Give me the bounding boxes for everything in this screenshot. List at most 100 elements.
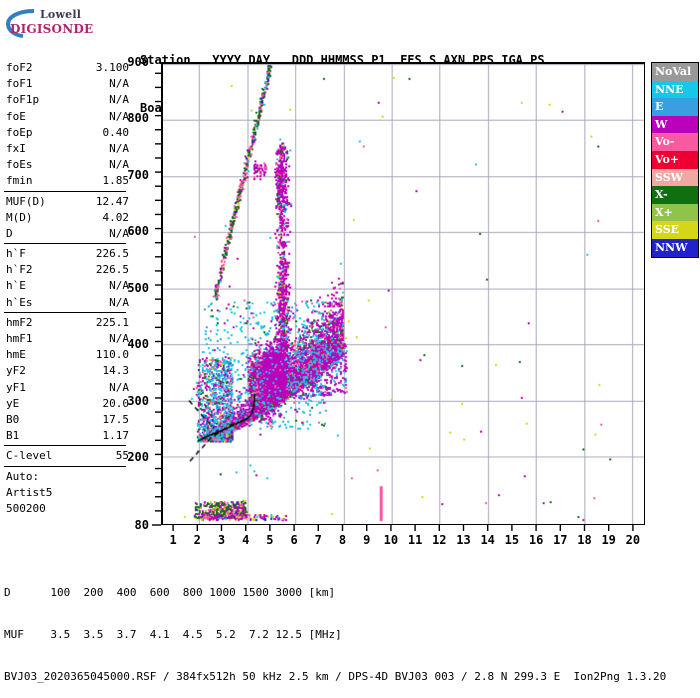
- param-value: N/A: [109, 141, 129, 155]
- param-key: foEp: [6, 125, 33, 139]
- param-row-hme: hmE 110.0: [4, 347, 132, 363]
- param-row-he: h`E N/A: [4, 278, 132, 294]
- legend-item-label: X+: [655, 205, 673, 219]
- legend-item-w[interactable]: W: [652, 115, 698, 134]
- legend-item-ssw[interactable]: SSW: [652, 168, 698, 187]
- footer-file-row: BVJ03_2020365045000.RSF / 384fx512h 50 k…: [4, 670, 667, 683]
- param-value: N/A: [109, 109, 129, 123]
- legend-item-x[interactable]: X-: [652, 186, 698, 204]
- param-key: foF2: [6, 61, 33, 74]
- legend-item-vo[interactable]: Vo-: [652, 133, 698, 151]
- param-key: B1: [6, 429, 20, 443]
- param-value: N/A: [109, 279, 129, 293]
- x-axis-label: 7: [314, 533, 322, 547]
- legend-item-sse[interactable]: SSE: [652, 221, 698, 239]
- lowell-digisonde-logo: Lowell DIGISONDE: [4, 6, 104, 40]
- param-row-d: D N/A: [4, 226, 132, 242]
- param-row-b0: B0 17.5: [4, 412, 132, 428]
- param-key: yF1: [6, 380, 26, 394]
- param-key: h`E: [6, 279, 26, 293]
- param-key: yF2: [6, 364, 26, 378]
- x-axis-label: 11: [407, 533, 423, 547]
- param-key: h`Es: [6, 295, 33, 309]
- param-value: 12.47: [95, 194, 129, 208]
- param-value: 1.85: [102, 174, 130, 188]
- footer-distance-row: D 100 200 400 600 800 1000 1500 3000 [km…: [4, 586, 336, 599]
- x-axis-label: 14: [480, 533, 495, 547]
- logo-arc-icon: [4, 8, 38, 41]
- param-row-yf1: yF1 N/A: [4, 380, 132, 396]
- x-axis-label: 2: [193, 533, 201, 547]
- param-key: M(D): [6, 210, 33, 224]
- param-value: 226.5: [95, 263, 129, 277]
- param-row-hmf1: hmF1 N/A: [4, 331, 132, 347]
- param-row-hes: h`Es N/A: [4, 295, 132, 311]
- polarization-direction-legend: NoVal NNE E W Vo- Vo+ SSW X- X+ SSE NNW: [651, 62, 699, 258]
- param-value: 14.3: [102, 364, 130, 378]
- param-row-b1: B1 1.17: [4, 428, 132, 444]
- param-row-hf: h`F 226.5: [4, 246, 132, 262]
- param-row-foep: foEp 0.40: [4, 125, 132, 141]
- param-key: fxI: [6, 141, 26, 155]
- y-axis-label: 80: [134, 518, 149, 532]
- param-value: 0.40: [102, 125, 130, 139]
- ionogram-plot[interactable]: [161, 62, 645, 525]
- auto-label: Auto:: [6, 469, 40, 483]
- legend-item-label: W: [655, 117, 668, 131]
- x-axis-label: 10: [383, 533, 399, 547]
- param-group-divider: [4, 243, 126, 245]
- auto-code: 500200: [6, 501, 46, 515]
- footer-muf-row: MUF 3.5 3.5 3.7 4.1 4.5 5.2 7.2 12.5 [MH…: [4, 628, 342, 641]
- legend-item-e[interactable]: E: [652, 98, 698, 116]
- param-key: hmF1: [6, 332, 33, 345]
- x-axis-label: 13: [456, 533, 471, 547]
- footer-info: D 100 200 400 600 800 1000 1500 3000 [km…: [4, 558, 666, 698]
- logo-text-digisonde: DIGISONDE: [10, 22, 94, 36]
- param-row-foe: foE N/A: [4, 109, 132, 125]
- x-axis-label: 16: [528, 533, 544, 547]
- param-value: N/A: [109, 332, 129, 345]
- param-row-fxi: fxI N/A: [4, 141, 132, 157]
- legend-item-label: SSE: [655, 223, 680, 237]
- legend-item-nne[interactable]: NNE: [652, 80, 698, 99]
- x-axis-label: 12: [432, 533, 447, 547]
- param-key: C-level: [6, 449, 53, 463]
- param-key: foF1: [6, 77, 33, 91]
- param-key: hmF2: [6, 315, 33, 329]
- legend-item-label: X-: [655, 188, 668, 202]
- param-row-md: M(D) 4.02: [4, 210, 132, 226]
- legend-item-nnw[interactable]: NNW: [652, 238, 698, 257]
- param-value: 20.0: [102, 396, 130, 410]
- x-axis-label: 20: [625, 533, 641, 547]
- param-row-fof2: foF2 3.100: [4, 60, 132, 76]
- legend-item-label: Vo+: [655, 152, 680, 166]
- param-value: 225.1: [95, 315, 129, 329]
- legend-item-noval[interactable]: NoVal: [652, 63, 698, 81]
- param-value: 3.100: [95, 61, 129, 74]
- param-value: N/A: [109, 380, 129, 394]
- param-row-fof1: foF1 N/A: [4, 76, 132, 92]
- param-row-mufd: MUF(D) 12.47: [4, 194, 132, 210]
- param-value: N/A: [109, 295, 129, 309]
- x-axis-label: 18: [577, 533, 592, 547]
- param-row-hf2: h`F2 226.5: [4, 262, 132, 278]
- param-key: yE: [6, 396, 20, 410]
- legend-item-vo[interactable]: Vo+: [652, 150, 698, 169]
- param-key: fmin: [6, 174, 33, 188]
- param-group-divider: [4, 311, 126, 313]
- x-axis-label: 3: [217, 533, 226, 547]
- legend-item-label: NoVal: [655, 65, 692, 78]
- legend-item-x[interactable]: X+: [652, 203, 698, 222]
- param-value: 226.5: [95, 247, 129, 261]
- param-row-fmin: fmin 1.85: [4, 173, 132, 189]
- x-axis-label: 4: [242, 533, 250, 547]
- param-row-ye: yE 20.0: [4, 396, 132, 412]
- logo-text-lowell: Lowell: [40, 8, 82, 21]
- param-key: foE: [6, 109, 26, 123]
- param-group-divider: [4, 445, 126, 447]
- x-axis-label: 1: [169, 533, 177, 547]
- legend-item-label: NNE: [655, 82, 684, 96]
- x-axis-label: 5: [266, 533, 274, 547]
- param-row-yf2: yF2 14.3: [4, 363, 132, 379]
- param-row-hmf2: hmF2 225.1: [4, 315, 132, 331]
